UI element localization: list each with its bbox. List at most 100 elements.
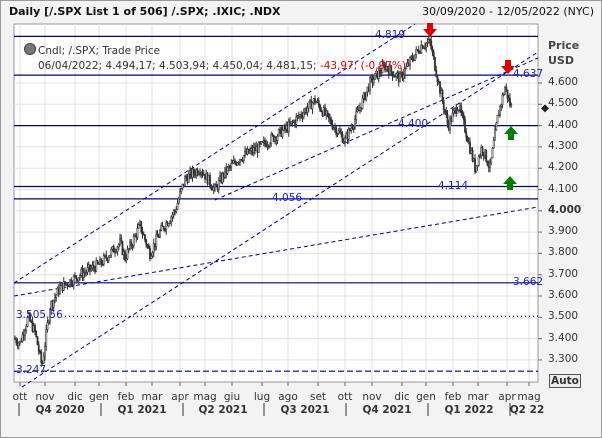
buy-arrow-icon <box>503 176 517 190</box>
candle-body <box>340 132 343 135</box>
candle-body <box>210 185 213 189</box>
candle-body <box>240 158 243 161</box>
candle-body <box>319 104 321 111</box>
candle-body <box>390 65 393 72</box>
candle-body <box>302 112 305 118</box>
buy-arrow-icon <box>504 126 518 140</box>
level-label: 3.247 <box>16 364 47 376</box>
candle-body <box>15 339 18 344</box>
candle-body <box>424 46 426 49</box>
candle-body <box>242 155 245 161</box>
price-tick-label: 4.600 <box>548 76 579 88</box>
candle-body <box>217 180 220 190</box>
candle-body <box>336 133 339 135</box>
candle-body <box>361 97 364 109</box>
candle-body <box>24 330 26 336</box>
month-label: gen <box>89 391 109 403</box>
candle-body <box>509 97 511 107</box>
candle-body <box>79 275 81 278</box>
trend-line <box>13 206 539 297</box>
month-label: mag <box>517 391 541 403</box>
candle-body <box>66 283 69 286</box>
month-label: apr <box>498 391 516 403</box>
candle-body <box>29 313 31 322</box>
candle-body <box>311 102 314 110</box>
candle-body <box>126 248 129 259</box>
candle-body <box>70 279 73 285</box>
candle-body <box>35 330 38 337</box>
trend-line <box>21 51 539 388</box>
candle-body <box>441 90 444 102</box>
candle-body <box>365 91 368 100</box>
candle-body <box>131 245 134 247</box>
candle-body <box>435 70 438 77</box>
candle-body <box>327 113 330 119</box>
quarter-label: Q2 2021 <box>198 404 248 416</box>
month-label: mar <box>467 391 489 403</box>
candle-body <box>179 191 181 200</box>
candle-body <box>180 188 183 193</box>
candle-body <box>141 231 144 235</box>
candle-body <box>52 299 55 308</box>
candle-body <box>237 162 240 164</box>
candle-body <box>116 246 119 253</box>
candle-body <box>102 255 105 265</box>
candle-body <box>479 155 481 157</box>
candle-body <box>125 258 128 261</box>
candle-body <box>372 79 375 84</box>
candle-body <box>425 43 428 48</box>
candle-body <box>85 271 88 274</box>
candle-body <box>162 226 165 230</box>
candle-body <box>75 275 78 279</box>
candle-body <box>226 166 229 174</box>
month-label: gen <box>416 391 436 403</box>
candle-body <box>505 87 508 91</box>
candle-body <box>465 131 468 138</box>
candle-body <box>181 183 184 189</box>
candle-body <box>391 71 394 77</box>
chart-title: Daily [/.SPX List 1 of 506] /.SPX; .IXIC… <box>9 5 281 18</box>
candle-body <box>36 336 39 346</box>
candle-body <box>25 325 28 332</box>
candle-body <box>77 277 80 282</box>
candle-body <box>504 87 506 95</box>
candle-body <box>335 127 338 135</box>
candle-body <box>115 251 118 254</box>
candle-body <box>249 150 251 154</box>
candle-body <box>342 141 345 143</box>
quarter-label: Q2 22 <box>509 404 545 416</box>
candle-body <box>344 137 346 142</box>
candle-body <box>124 251 126 261</box>
candle-body <box>306 107 309 113</box>
candle-body <box>150 255 153 260</box>
candle-body <box>177 198 180 204</box>
quarter-label: Q1 2021 <box>117 404 167 416</box>
candle-body <box>236 162 239 166</box>
candle-body <box>307 101 310 109</box>
month-label: nov <box>362 391 382 403</box>
candle-body <box>90 267 93 271</box>
candle-body <box>231 162 234 165</box>
candle-body <box>107 257 110 261</box>
candle-body <box>86 267 89 273</box>
auto-scale-button[interactable]: Auto <box>549 374 581 388</box>
price-tick-label: 3.800 <box>548 246 579 259</box>
candle-body <box>476 165 479 167</box>
month-label: mag <box>193 391 217 403</box>
candle-body <box>485 149 488 162</box>
month-label: ago <box>278 391 298 403</box>
candle-body <box>339 130 341 133</box>
candle-body <box>491 147 494 159</box>
legend-ohlc: 06/04/2022; 4.494,17; 4.503,94; 4.450,04… <box>38 60 317 72</box>
candle-body <box>315 101 318 104</box>
candle-body <box>460 105 463 114</box>
candle-body <box>221 173 224 183</box>
price-tick-label: 4.100 <box>548 182 579 195</box>
candle-body <box>429 39 431 42</box>
month-label: feb <box>444 391 462 403</box>
candle-body <box>442 100 445 110</box>
sell-arrow-icon <box>501 60 515 74</box>
candle-body <box>431 48 434 53</box>
candle-body <box>62 281 65 291</box>
